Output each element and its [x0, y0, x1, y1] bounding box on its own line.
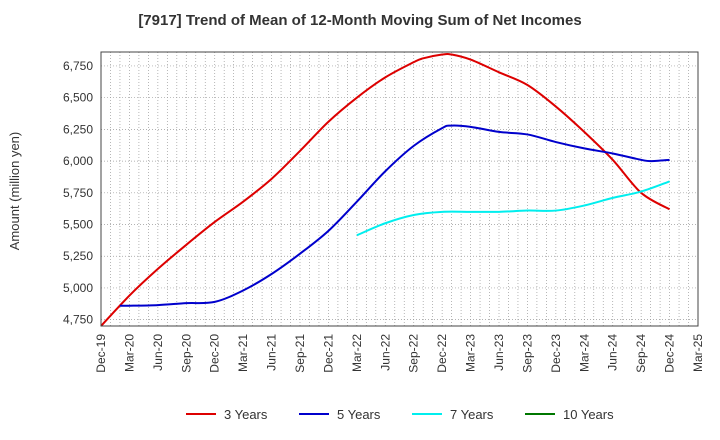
y-axis-title: Amount (million yen) — [7, 132, 22, 251]
y-tick-label: 5,000 — [63, 281, 93, 295]
legend-label-7-years: 7 Years — [450, 407, 494, 422]
y-tick-label: 6,000 — [63, 154, 93, 168]
x-tick-label: Dec-20 — [208, 334, 222, 373]
x-tick-label: Mar-24 — [577, 334, 591, 372]
y-tick-label: 6,250 — [63, 122, 93, 136]
x-tick-label: Mar-21 — [236, 334, 250, 372]
x-tick-label: Sep-20 — [179, 334, 193, 373]
x-tick-label: Jun-24 — [606, 334, 620, 371]
x-tick-label: Mar-23 — [464, 334, 478, 372]
y-tick-label: 5,500 — [63, 218, 93, 232]
x-tick-label: Jun-21 — [265, 334, 279, 371]
x-tick-label: Sep-23 — [520, 334, 534, 373]
x-tick-label: Sep-22 — [407, 334, 421, 373]
series-line-5-years — [119, 124, 670, 307]
series-lines — [100, 52, 671, 327]
legend-label-5-years: 5 Years — [337, 407, 381, 422]
y-tick-label: 6,750 — [63, 59, 93, 73]
y-tick-label: 4,750 — [63, 313, 93, 327]
series-line-7-years — [356, 180, 670, 237]
plot-frame — [100, 51, 699, 327]
y-tick-label: 5,750 — [63, 186, 93, 200]
legend: 3 Years 5 Years 7 Years 10 Years — [186, 407, 614, 422]
chart-title: [7917] Trend of Mean of 12-Month Moving … — [138, 12, 582, 29]
x-tick-label: Sep-21 — [293, 334, 307, 373]
legend-label-10-years: 10 Years — [563, 407, 614, 422]
x-tick-label: Mar-25 — [691, 334, 705, 372]
x-tick-label: Dec-21 — [321, 334, 335, 373]
x-tick-label: Dec-23 — [549, 334, 563, 373]
x-tick-label: Sep-24 — [634, 334, 648, 373]
gridlines — [100, 52, 699, 326]
x-tick-label: Dec-22 — [435, 334, 449, 373]
x-tick-labels: Dec-19 Mar-20 Jun-20 Sep-20 Dec-20 Mar-21 Jun-… — [94, 334, 705, 373]
x-tick-label: Dec-24 — [663, 334, 677, 373]
plot-border — [100, 51, 699, 327]
series-line-3-years — [100, 52, 671, 327]
y-tick-label: 6,500 — [63, 91, 93, 105]
x-tick-label: Mar-20 — [122, 334, 136, 372]
y-tick-labels: 4,750 5,000 5,250 5,500 5,750 6,000 6,250 6,500… — [63, 59, 93, 327]
x-tick-label: Dec-19 — [94, 334, 108, 373]
x-tick-label: Jun-20 — [151, 334, 165, 371]
legend-label-3-years: 3 Years — [224, 407, 268, 422]
x-tick-label: Jun-23 — [492, 334, 506, 371]
x-tick-label: Jun-22 — [378, 334, 392, 371]
x-tick-label: Mar-22 — [350, 334, 364, 372]
y-tick-label: 5,250 — [63, 249, 93, 263]
